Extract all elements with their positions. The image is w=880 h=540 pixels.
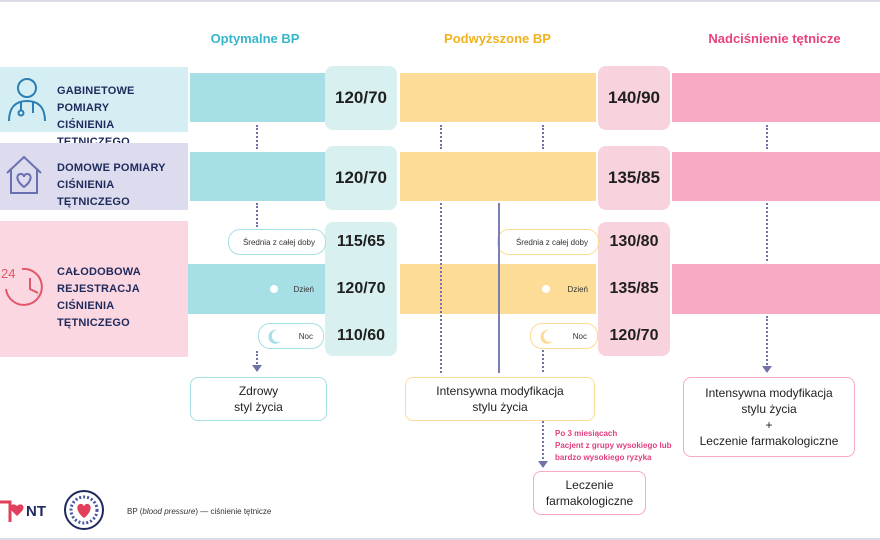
pill-elevated-24h-label: Średnia z całej doby [515, 237, 588, 247]
row-home-label-line2: CIŚNIENIA TĘTNICZEGO [57, 179, 130, 208]
connector-hypertension-3 [766, 316, 768, 368]
connector-pharm [542, 421, 544, 463]
society-seal [64, 490, 104, 530]
bar-office-elevated [400, 73, 596, 122]
bar-abpm-day-hypertension [672, 264, 880, 314]
value-abpm-optimal-24h: 115/65 [336, 233, 386, 250]
value-abpm-optimal-night: 110/60 [336, 327, 386, 344]
connector-elevated-1 [440, 125, 442, 149]
arrow-pharm [538, 461, 548, 468]
row-office-label: GABINETOWE POMIARY CIŚNIENIA TĘTNICZEGO [0, 67, 188, 148]
connector-elevated-4 [542, 350, 544, 372]
clock-24-icon: 24 [0, 263, 48, 316]
column-heading-hypertension: Nadciśnienie tętnicze [708, 31, 841, 46]
pill-optimal-24h: Średnia z całej doby [228, 229, 326, 255]
value-abpm-hypertension-24h: 130/80 [609, 233, 659, 250]
value-abpm-optimal-day: 120/70 [336, 280, 386, 297]
column-heading-elevated: Podwyższone BP [444, 31, 551, 46]
home-heart-icon [4, 153, 44, 202]
pill-optimal-24h-label: Średnia z całej doby [242, 237, 315, 247]
bar-office-hypertension [672, 73, 880, 122]
outcome-optimal: Zdrowy styl życia [190, 377, 327, 421]
doctor-icon [6, 75, 48, 128]
row-abpm-label-line2: REJESTRACJA CIŚNIENIA [57, 283, 140, 312]
note-three-months: Po 3 miesiącach Pacjent z grupy wysokieg… [555, 429, 672, 462]
legend-abbr: BP [127, 507, 138, 516]
outcome-pharm: Leczenie farmakologiczne [533, 471, 646, 515]
value-abpm-hypertension-day: 135/85 [609, 280, 659, 297]
value-abpm-optimal-panel [325, 222, 397, 356]
connector-optimal-2 [256, 203, 258, 227]
row-office-label-line1: GABINETOWE POMIARY [57, 85, 135, 114]
svg-text:24: 24 [1, 266, 15, 281]
pill-elevated-day: Dzień [530, 276, 598, 302]
moon-icon [265, 328, 283, 348]
row-home-label-line1: DOMOWE POMIARY [57, 162, 166, 174]
value-office-hypertension: 140/90 [598, 66, 670, 130]
row-home-label: DOMOWE POMIARY CIŚNIENIA TĘTNICZEGO [0, 143, 188, 210]
connector-optimal-1 [256, 125, 258, 149]
pill-optimal-day-label: Dzień [293, 284, 314, 294]
pill-elevated-24h: Średnia z całej doby [497, 229, 599, 255]
connector-hypertension-1 [766, 125, 768, 149]
moon-icon [537, 328, 555, 348]
sun-icon [270, 285, 278, 293]
value-home-optimal: 120/70 [325, 146, 397, 210]
legend-rest: — ciśnienie tętnicze [198, 507, 272, 516]
pill-optimal-day: Dzień [256, 276, 324, 302]
bar-home-hypertension [672, 152, 880, 201]
bar-home-optimal [190, 152, 325, 201]
pill-elevated-night-label: Noc [572, 331, 587, 341]
connector-hypertension-2 [766, 203, 768, 261]
legend-italic: blood pressure [142, 507, 196, 516]
bar-abpm-day-optimal [188, 264, 325, 314]
ptnt-logo: NT [0, 492, 46, 530]
connector-elevated-2 [440, 203, 442, 373]
pill-elevated-night: Noc [530, 323, 598, 349]
row-abpm-label-line1: CAŁODOBOWA [57, 266, 141, 278]
arrow-hypertension [762, 366, 772, 373]
bar-office-optimal [190, 73, 325, 122]
value-home-hypertension: 135/85 [598, 146, 670, 210]
bar-home-elevated [400, 152, 596, 201]
value-abpm-hypertension-night: 120/70 [609, 327, 659, 344]
column-heading-optimal: Optymalne BP [210, 31, 300, 46]
connector-optimal-3 [256, 351, 258, 367]
value-abpm-hypertension-panel [598, 222, 670, 356]
ptnt-logo-text: NT [26, 503, 46, 520]
arrow-optimal [252, 365, 262, 372]
row-abpm-label: 24 CAŁODOBOWA REJESTRACJA CIŚNIENIA TĘTN… [0, 221, 188, 357]
connector-elevated-3 [542, 125, 544, 149]
pill-elevated-day-label: Dzień [567, 284, 588, 294]
sun-icon [542, 285, 550, 293]
pill-optimal-night-label: Noc [298, 331, 313, 341]
legend: BP (blood pressure) — ciśnienie tętnicze [127, 507, 272, 516]
outcome-hypertension: Intensywna modyfikacja stylu życia + Lec… [683, 377, 855, 457]
connector-elevated-solid [498, 203, 500, 373]
pill-optimal-night: Noc [258, 323, 324, 349]
outcome-elevated: Intensywna modyfikacja stylu życia [405, 377, 595, 421]
value-office-optimal: 120/70 [325, 66, 397, 130]
row-abpm-label-line3: TĘTNICZEGO [57, 317, 130, 329]
